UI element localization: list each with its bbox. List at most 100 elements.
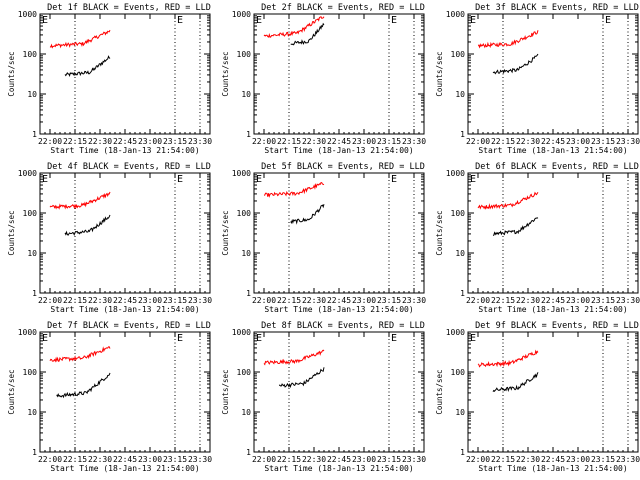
marker-label-e: E (177, 333, 183, 344)
chart-panel-9: Det 9f BLACK = Events, RED = LLD 1 10 100 10… (435, 321, 640, 473)
y-tick-label: 1 (246, 448, 251, 457)
x-tick-label: 22:45 (113, 455, 137, 464)
x-axis-label: Start Time (18-Jan-13 21:54:00) (264, 464, 413, 473)
x-tick-label: 23:30 (402, 137, 426, 146)
y-tick-label: 1000 (18, 169, 37, 178)
x-tick-label: 23:30 (188, 455, 212, 464)
y-tick-label: 100 (23, 368, 38, 377)
x-tick-label: 22:15 (63, 137, 87, 146)
x-tick-label: 22:15 (491, 296, 515, 305)
y-tick-label: 1000 (18, 10, 37, 19)
chart-title: Det 5f BLACK = Events, RED = LLD (261, 162, 425, 172)
chart-title: Det 4f BLACK = Events, RED = LLD (47, 162, 211, 172)
y-axis-label: Counts/sec (7, 369, 16, 414)
chart-panel-7: Det 7f BLACK = Events, RED = LLD 1 10 100 10… (7, 321, 212, 473)
x-tick-label: 23:15 (591, 296, 615, 305)
marker-label-e: E (256, 174, 262, 185)
x-tick-label: 22:30 (516, 455, 540, 464)
series-lld-line (263, 16, 325, 39)
chart-panel-6: Det 6f BLACK = Events, RED = LLD 1 10 100 10… (435, 162, 640, 314)
marker-label-e: E (177, 174, 183, 185)
series-events-line (290, 204, 325, 225)
x-tick-label: 23:00 (352, 455, 376, 464)
y-tick-label: 1 (460, 448, 465, 457)
series-lld-line (49, 29, 111, 49)
y-tick-label: 1 (460, 289, 465, 298)
marker-label-e: E (391, 15, 397, 26)
x-tick-label: 23:15 (377, 296, 401, 305)
x-tick-label: 23:15 (163, 455, 187, 464)
x-tick-label: 23:15 (163, 137, 187, 146)
x-tick-label: 22:00 (38, 137, 62, 146)
y-tick-label: 1000 (232, 169, 251, 178)
y-tick-label: 100 (237, 50, 252, 59)
y-tick-label: 1000 (446, 10, 465, 19)
marker-label-e: E (470, 333, 476, 344)
x-tick-label: 22:30 (302, 296, 326, 305)
plot-frame (467, 13, 639, 135)
y-tick-label: 10 (27, 90, 37, 99)
y-axis-label: Counts/sec (435, 51, 444, 96)
chart-title: Det 8f BLACK = Events, RED = LLD (261, 321, 425, 331)
series-events-line (64, 214, 111, 237)
x-axis-label: Start Time (18-Jan-13 21:54:00) (50, 464, 199, 473)
plot-frame (467, 331, 639, 453)
y-tick-label: 100 (237, 368, 252, 377)
x-axis-label: Start Time (18-Jan-13 21:54:00) (50, 305, 199, 314)
series-lld-line (263, 349, 325, 366)
y-tick-label: 10 (455, 90, 465, 99)
y-tick-label: 100 (237, 209, 252, 218)
y-tick-label: 1000 (232, 328, 251, 337)
plot-frame (253, 331, 425, 453)
marker-label-e: E (42, 174, 48, 185)
chart-title: Det 6f BLACK = Events, RED = LLD (475, 162, 639, 172)
marker-label-e: E (391, 333, 397, 344)
x-tick-label: 23:00 (566, 296, 590, 305)
y-axis-label: Counts/sec (7, 51, 16, 96)
y-axis-label: Counts/sec (221, 369, 230, 414)
y-axis-label: Counts/sec (7, 210, 16, 255)
x-tick-label: 23:15 (377, 137, 401, 146)
marker-label-e: E (256, 15, 262, 26)
plot-frame (39, 331, 211, 453)
series-events-line (492, 372, 539, 393)
x-tick-label: 23:15 (591, 137, 615, 146)
y-tick-label: 1000 (232, 10, 251, 19)
y-tick-label: 100 (23, 50, 38, 59)
x-axis-label: Start Time (18-Jan-13 21:54:00) (264, 305, 413, 314)
y-tick-label: 1000 (18, 328, 37, 337)
x-tick-label: 22:00 (38, 296, 62, 305)
y-tick-label: 1 (246, 289, 251, 298)
series-lld-line (263, 182, 325, 198)
y-axis-label: Counts/sec (435, 210, 444, 255)
x-tick-label: 23:30 (616, 296, 640, 305)
y-tick-label: 1 (32, 289, 37, 298)
x-tick-label: 22:15 (277, 137, 301, 146)
y-tick-label: 1 (32, 130, 37, 139)
plot-frame (39, 13, 211, 135)
x-tick-label: 22:15 (277, 296, 301, 305)
x-axis-label: Start Time (18-Jan-13 21:54:00) (50, 146, 199, 155)
x-tick-label: 23:15 (591, 455, 615, 464)
x-tick-label: 22:45 (541, 455, 565, 464)
chart-title: Det 1f BLACK = Events, RED = LLD (47, 3, 211, 13)
y-tick-label: 100 (451, 50, 466, 59)
x-tick-label: 22:30 (88, 455, 112, 464)
series-events-line (492, 217, 539, 236)
x-axis-label: Start Time (18-Jan-13 21:54:00) (478, 464, 627, 473)
x-axis-label: Start Time (18-Jan-13 21:54:00) (478, 305, 627, 314)
x-tick-label: 22:30 (302, 137, 326, 146)
x-tick-label: 22:30 (88, 296, 112, 305)
series-lld-line (49, 191, 111, 210)
y-tick-label: 10 (455, 408, 465, 417)
x-tick-label: 22:15 (277, 455, 301, 464)
plot-frame (253, 13, 425, 135)
marker-label-e: E (42, 15, 48, 26)
x-axis-label: Start Time (18-Jan-13 21:54:00) (478, 146, 627, 155)
x-tick-label: 22:15 (63, 455, 87, 464)
series-events-line (290, 22, 325, 46)
x-tick-label: 22:45 (113, 296, 137, 305)
plot-frame (467, 172, 639, 294)
y-axis-label: Counts/sec (221, 51, 230, 96)
